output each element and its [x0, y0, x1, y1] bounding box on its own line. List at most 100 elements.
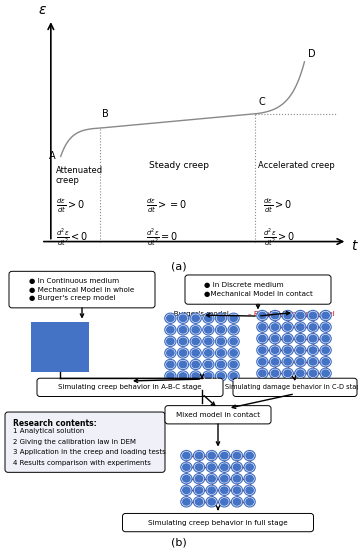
Circle shape: [257, 322, 268, 332]
Circle shape: [181, 474, 192, 484]
Circle shape: [308, 311, 319, 321]
Circle shape: [270, 368, 281, 378]
Circle shape: [216, 314, 227, 323]
Circle shape: [219, 485, 230, 496]
Text: ● In Continuous medium
● Mechanical Model in whole
● Burger's creep model: ● In Continuous medium ● Mechanical Mode…: [29, 278, 135, 301]
Circle shape: [320, 345, 331, 355]
Circle shape: [178, 325, 189, 335]
Circle shape: [219, 497, 230, 507]
Text: A: A: [49, 151, 56, 161]
Circle shape: [295, 322, 306, 332]
Circle shape: [244, 450, 255, 461]
Text: Accelerated creep: Accelerated creep: [258, 161, 335, 170]
Text: $\frac{d\varepsilon}{dt} > 0$: $\frac{d\varepsilon}{dt} > 0$: [263, 197, 292, 215]
Circle shape: [206, 450, 217, 461]
Text: $\frac{d^2\varepsilon}{dt^2} < 0$: $\frac{d^2\varepsilon}{dt^2} < 0$: [56, 227, 88, 248]
Circle shape: [257, 345, 268, 355]
Circle shape: [232, 450, 242, 461]
Circle shape: [295, 357, 306, 367]
Circle shape: [216, 371, 227, 381]
Circle shape: [194, 485, 204, 496]
Circle shape: [206, 474, 217, 484]
Circle shape: [181, 485, 192, 496]
Circle shape: [219, 474, 230, 484]
Circle shape: [228, 360, 239, 370]
Circle shape: [165, 360, 176, 370]
Text: 1 Analytical solution: 1 Analytical solution: [13, 427, 84, 433]
Circle shape: [282, 311, 293, 321]
Circle shape: [295, 345, 306, 355]
Circle shape: [270, 322, 281, 332]
Circle shape: [203, 325, 214, 335]
Circle shape: [194, 474, 204, 484]
Circle shape: [257, 357, 268, 367]
Circle shape: [178, 371, 189, 381]
FancyBboxPatch shape: [185, 275, 331, 304]
Text: 3 Application in the creep and loading tests: 3 Application in the creep and loading t…: [13, 449, 166, 455]
Circle shape: [320, 368, 331, 378]
Circle shape: [178, 360, 189, 370]
Circle shape: [190, 371, 201, 381]
Circle shape: [308, 345, 319, 355]
Text: (b): (b): [171, 538, 187, 548]
Circle shape: [206, 462, 217, 472]
Text: Research contents:: Research contents:: [13, 419, 97, 428]
FancyBboxPatch shape: [9, 271, 155, 308]
Text: B: B: [102, 108, 108, 119]
Circle shape: [206, 485, 217, 496]
Bar: [31, 322, 89, 372]
Circle shape: [270, 357, 281, 367]
Circle shape: [203, 371, 214, 381]
Circle shape: [178, 337, 189, 346]
Circle shape: [190, 348, 201, 358]
Circle shape: [295, 334, 306, 344]
Circle shape: [320, 357, 331, 367]
FancyBboxPatch shape: [165, 406, 271, 424]
Circle shape: [232, 485, 242, 496]
Circle shape: [216, 348, 227, 358]
Circle shape: [257, 368, 268, 378]
Circle shape: [244, 485, 255, 496]
Circle shape: [308, 357, 319, 367]
Text: $\frac{d\varepsilon}{dt} > 0$: $\frac{d\varepsilon}{dt} > 0$: [56, 197, 84, 215]
Circle shape: [190, 337, 201, 346]
Circle shape: [244, 462, 255, 472]
Circle shape: [244, 474, 255, 484]
Circle shape: [232, 497, 242, 507]
Circle shape: [232, 474, 242, 484]
Circle shape: [194, 497, 204, 507]
Circle shape: [165, 371, 176, 381]
Circle shape: [190, 314, 201, 323]
Circle shape: [228, 314, 239, 323]
Circle shape: [203, 314, 214, 323]
Circle shape: [181, 450, 192, 461]
Circle shape: [232, 462, 242, 472]
Text: C: C: [258, 97, 265, 107]
Text: $\frac{d^2\varepsilon}{dt^2} > 0$: $\frac{d^2\varepsilon}{dt^2} > 0$: [263, 227, 296, 248]
Text: Steady creep: Steady creep: [149, 161, 209, 170]
Circle shape: [282, 345, 293, 355]
Circle shape: [270, 345, 281, 355]
Circle shape: [308, 322, 319, 332]
Circle shape: [244, 497, 255, 507]
Circle shape: [165, 348, 176, 358]
Circle shape: [270, 311, 281, 321]
Circle shape: [320, 311, 331, 321]
Circle shape: [228, 325, 239, 335]
Text: ● In Discrete medium
●Mechanical Model in contact: ● In Discrete medium ●Mechanical Model i…: [204, 282, 313, 297]
Circle shape: [295, 368, 306, 378]
Text: 4 Results comparison with experiments: 4 Results comparison with experiments: [13, 460, 151, 466]
Circle shape: [295, 311, 306, 321]
Circle shape: [219, 450, 230, 461]
Text: Attenuated
creep: Attenuated creep: [56, 166, 103, 185]
FancyBboxPatch shape: [37, 378, 223, 397]
Circle shape: [203, 360, 214, 370]
Circle shape: [228, 371, 239, 381]
Circle shape: [228, 337, 239, 346]
Text: Simulating creep behavior in A-B-C stage: Simulating creep behavior in A-B-C stage: [58, 384, 202, 390]
Circle shape: [181, 497, 192, 507]
Circle shape: [165, 337, 176, 346]
Circle shape: [194, 462, 204, 472]
Circle shape: [282, 334, 293, 344]
Text: Mixed model in contact: Mixed model in contact: [176, 412, 260, 418]
